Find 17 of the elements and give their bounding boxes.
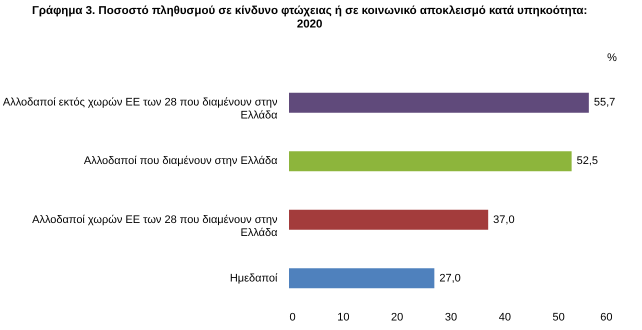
data-label: 55,7 [594, 96, 616, 109]
y-tick-label: Αλλοδαποί χωρών ΕΕ των 28 που διαμένουν στην Ελλάδα [32, 214, 278, 239]
data-label: 27,0 [439, 272, 461, 284]
data-label: 37,0 [493, 214, 515, 226]
x-tick-label: 20 [391, 312, 404, 324]
x-tick-label: 50 [552, 312, 565, 324]
data-label: 52,5 [576, 155, 598, 168]
x-tick-label: 60 [600, 312, 612, 324]
x-axis-title: % [607, 52, 618, 64]
x-tick-label: 40 [498, 312, 511, 324]
chart-title: Γράφημα 3. Ποσοστό πληθυσμού σε κίνδυνο φτώχειας ή σε κοινωνικό αποκλεισμό κατά υπηκοότητα: 2020 [32, 5, 588, 30]
x-tick-label: 30 [444, 312, 458, 324]
x-tick-label: 0 [290, 312, 296, 324]
x-tick-label: 10 [337, 312, 350, 324]
y-tick-label: Αλλοδαποί που διαμένουν στην Ελλάδα [84, 155, 278, 168]
y-tick-label: Αλλοδαποί εκτός χωρών ΕΕ των 28 που διαμένουν στην Ελλάδα [2, 96, 278, 122]
y-tick-label: Ημεδαποί [230, 272, 278, 284]
